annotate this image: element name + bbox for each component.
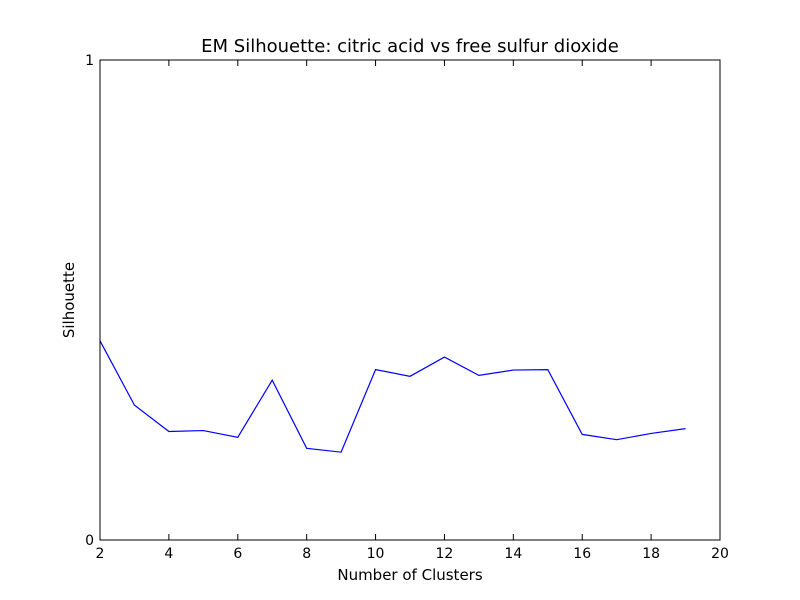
x-tick-label-20: 20 xyxy=(711,546,729,562)
x-tick-label-12: 12 xyxy=(436,546,454,562)
series-line-0 xyxy=(99,340,686,453)
x-tick-label-2: 2 xyxy=(96,546,105,562)
x-axis-label: Number of Clusters xyxy=(337,566,482,584)
chart-title: EM Silhouette: citric acid vs free sulfu… xyxy=(201,36,619,57)
plot-frame xyxy=(99,59,721,541)
x-tick-label-8: 8 xyxy=(302,546,311,562)
x-tick-label-16: 16 xyxy=(573,546,591,562)
x-tick-label-14: 14 xyxy=(504,546,522,562)
x-tick-label-6: 6 xyxy=(233,546,242,562)
x-tick-label-10: 10 xyxy=(367,546,385,562)
x-tick-label-4: 4 xyxy=(164,546,173,562)
y-tick-label-0: 0 xyxy=(85,533,94,549)
y-axis-label: Silhouette xyxy=(60,262,78,338)
x-tick-label-18: 18 xyxy=(642,546,660,562)
plot-area: 2 4 6 8 10 12 14 16 18 20 0 1 xyxy=(85,53,729,562)
y-tick-label-1: 1 xyxy=(85,53,94,69)
